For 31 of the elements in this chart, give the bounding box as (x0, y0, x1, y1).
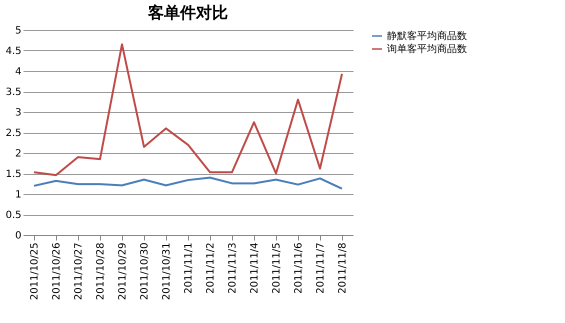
x-tick-label: 2011/11/3 (228, 242, 238, 294)
y-tick-label: 1.5 (6, 169, 22, 180)
y-tick-label: 0.5 (6, 210, 22, 221)
line-series (33, 43, 343, 176)
chart-title: 客单件对比 (147, 3, 228, 22)
x-tick-label: 2011/10/25 (30, 242, 40, 300)
x-tick-label: 2011/11/2 (206, 242, 216, 294)
x-tick-label: 2011/11/4 (250, 242, 260, 294)
x-tick-label: 2011/11/5 (272, 242, 282, 294)
x-tick-label: 2011/10/29 (118, 242, 128, 300)
x-tick-label: 2011/10/30 (140, 242, 150, 300)
y-tick-label: 2 (15, 148, 22, 160)
x-tick-label: 2011/10/31 (162, 242, 172, 300)
x-tick-label: 2011/11/7 (316, 242, 326, 294)
line-series (33, 176, 343, 190)
x-tick-label: 2011/11/1 (184, 242, 194, 294)
x-tick-label: 2011/10/28 (96, 242, 106, 300)
x-tick-label: 2011/10/27 (74, 242, 84, 300)
legend-label: 静默客平均商品数 (387, 30, 467, 42)
y-tick-label: 0 (15, 230, 22, 242)
y-tick-label: 3 (15, 108, 22, 118)
y-tick-label: 1 (15, 190, 22, 200)
y-tick-label: 3.5 (6, 87, 22, 98)
x-tick-label: 2011/10/26 (52, 242, 62, 300)
legend-label: 询单客平均商品数 (387, 43, 467, 55)
y-tick-label: 5 (15, 26, 22, 36)
x-tick-label: 2011/11/6 (294, 242, 304, 294)
y-tick-label: 4 (15, 66, 22, 78)
x-tick-label: 2011/11/8 (338, 242, 348, 294)
y-tick-label: 2.5 (6, 128, 22, 139)
y-tick-label: 4.5 (6, 46, 22, 57)
